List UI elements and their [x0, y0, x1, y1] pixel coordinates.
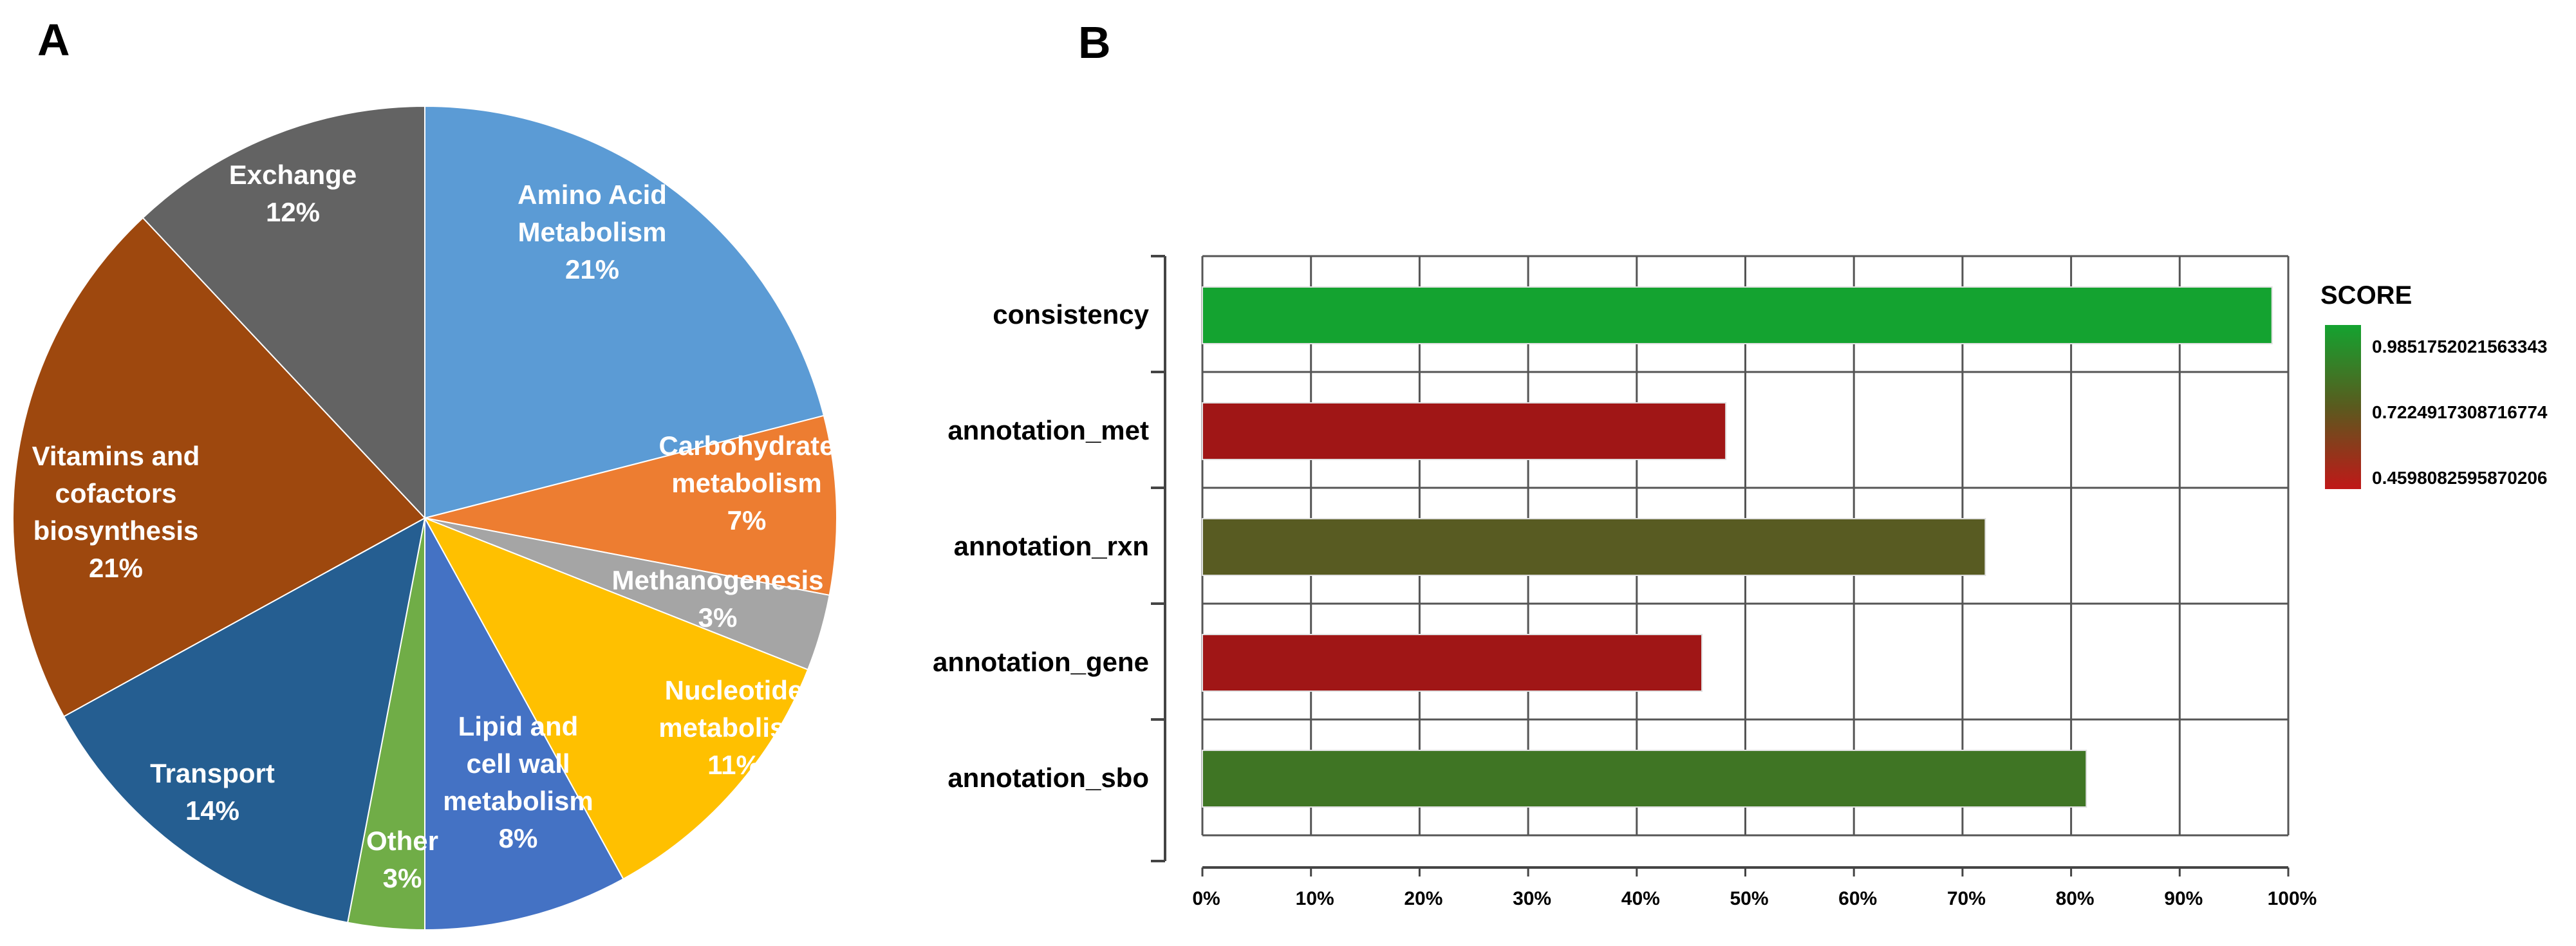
bar-chart: consistency annotation_met annotation_rxna… [933, 255, 2548, 909]
x-tick-label: 0% [1192, 888, 1220, 909]
x-tick-label: 20% [1404, 888, 1442, 909]
x-tick-label: 50% [1730, 888, 1768, 909]
category-labels: consistency annotation_met annotation_rxna… [933, 299, 1150, 793]
pie-slice-label: Amino Acid Metabolism 21% [518, 180, 667, 284]
category-label: annotation_met [947, 415, 1149, 445]
legend-color-bar [2325, 325, 2361, 489]
legend-label: 0.9851752021563343 [2372, 337, 2548, 357]
x-tick-labels: 0% 10% 20% 30% 40% 50% 60% 70% 80% 90% 100% [1192, 888, 2317, 909]
bar [1202, 634, 1703, 692]
pie-slice-label: Lipid and cell wall metabolism 8% [443, 711, 593, 853]
pie-slice-label: Transport 14% [150, 758, 275, 826]
pie-chart: Amino Acid Metabolism 21% Carbohydrate metab… [12, 105, 837, 931]
category-label: annotation_gene [933, 647, 1149, 677]
pie-slice [424, 414, 837, 597]
x-tick-label: 100% [2268, 888, 2317, 909]
legend-label: 0.4598082595870206 [2372, 468, 2548, 488]
panel-label-a: A [37, 15, 70, 65]
bar [1202, 750, 2087, 808]
pie-slice [12, 217, 426, 718]
pie-slice [423, 517, 809, 880]
bar-grid [1151, 255, 2290, 876]
bar [1202, 518, 1986, 576]
pie-slice-label: Vitamins and cofactors biosynthesis 21% [32, 441, 200, 583]
category-label: annotation_rxn [954, 531, 1149, 561]
panel-label-b: B [1078, 17, 1111, 68]
x-tick-label: 10% [1296, 888, 1334, 909]
pie-slice-label: Carbohydrate metabolism 7% [658, 431, 834, 535]
pie-slice [424, 105, 825, 519]
x-tick-label: 90% [2164, 888, 2203, 909]
category-label: consistency [993, 299, 1149, 329]
legend-label: 0.7224917308716774 [2372, 402, 2548, 422]
legend-title: SCORE [2320, 281, 2412, 310]
pie-slice-label: Other 3% [366, 826, 438, 893]
x-tick-label: 40% [1621, 888, 1660, 909]
x-tick-label: 60% [1838, 888, 1877, 909]
pie-slice [142, 105, 425, 520]
x-tick-label: 30% [1513, 888, 1551, 909]
pie-slice [62, 517, 426, 923]
bar [1202, 402, 1727, 460]
category-label: annotation_sbo [947, 763, 1149, 793]
pie-slice [424, 517, 624, 931]
pie-slice-label: Methanogenesis 3% [611, 565, 823, 633]
score-legend: SCORE 0.9851752021563343 0.722491730871677… [2320, 281, 2548, 489]
pie-slice-label: Nucleotide metabolism 11% [658, 675, 808, 780]
x-tick-label: 70% [1947, 888, 1986, 909]
pie-slice-label: Exchange 12% [229, 160, 357, 227]
bar-series [1202, 286, 2273, 808]
bar [1202, 286, 2273, 344]
x-tick-label: 80% [2056, 888, 2095, 909]
